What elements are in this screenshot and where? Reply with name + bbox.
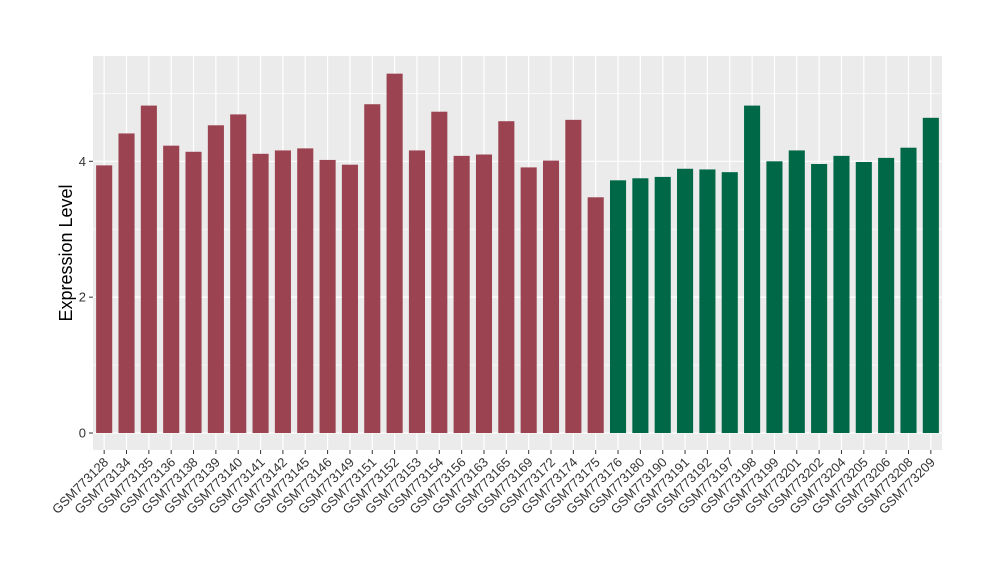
bar-GSM773139: [207, 125, 224, 434]
bar-GSM773149: [341, 164, 358, 434]
bar-GSM773191: [677, 168, 694, 434]
bar-GSM773176: [609, 180, 627, 434]
bars: [96, 73, 939, 434]
bar-GSM773180: [632, 178, 649, 434]
bar-GSM773135: [140, 105, 157, 434]
bar-GSM773205: [855, 161, 872, 434]
bar-GSM773145: [297, 148, 314, 434]
bar-GSM773175: [587, 197, 604, 434]
bar-GSM773140: [230, 114, 247, 434]
y-axis: 0 2 4: [79, 154, 93, 441]
bar-GSM773128: [96, 165, 113, 434]
bar-GSM773146: [319, 159, 336, 434]
bar-GSM773174: [565, 119, 582, 434]
bar-GSM773190: [654, 176, 671, 434]
bar-GSM773163: [475, 154, 493, 434]
y-axis-title: Expression Level: [56, 184, 76, 321]
bar-GSM773153: [408, 150, 426, 434]
y-tick-label: 2: [79, 290, 86, 305]
bar-GSM773136: [163, 145, 180, 434]
bar-GSM773202: [811, 164, 828, 434]
bar-GSM773206: [878, 157, 895, 434]
bar-GSM773208: [900, 147, 917, 434]
bar-GSM773152: [386, 73, 403, 434]
bar-GSM773142: [274, 150, 291, 434]
x-axis: GSM773128GSM773134GSM773135GSM773136GSM7…: [49, 450, 938, 517]
y-tick-label: 0: [79, 426, 86, 441]
bar-GSM773204: [833, 155, 850, 434]
bar-GSM773172: [542, 160, 560, 434]
bar-GSM773156: [453, 155, 470, 434]
bar-GSM773169: [520, 167, 537, 434]
bar-GSM773154: [431, 111, 448, 434]
bar-GSM773134: [118, 133, 135, 434]
bar-GSM773138: [185, 151, 202, 434]
bar-GSM773165: [498, 121, 515, 434]
bar-GSM773199: [766, 161, 783, 434]
bar-GSM773141: [252, 153, 269, 434]
bar-GSM773197: [721, 172, 738, 434]
y-tick-label: 4: [79, 154, 86, 169]
bar-GSM773198: [744, 105, 761, 434]
bar-GSM773201: [788, 150, 805, 434]
bar-GSM773209: [922, 117, 939, 434]
bar-GSM773151: [364, 104, 381, 434]
bar-GSM773192: [699, 169, 716, 434]
